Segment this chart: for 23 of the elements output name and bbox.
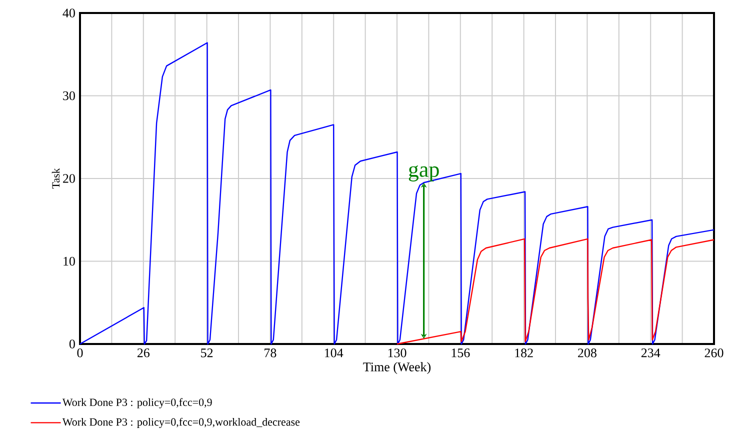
line-series (396, 238, 715, 345)
x-tick-label: 208 (578, 348, 596, 358)
y-tick-label: 10 (64, 256, 75, 266)
y-tick-label: 30 (63, 91, 75, 100)
x-tick-label: 0 (77, 348, 83, 358)
x-tick-label: 234 (641, 348, 660, 358)
y-tick-label: 0 (69, 340, 75, 348)
legend-label: Work Done P3 : policy=0,fcc=0,9 (62, 398, 212, 408)
x-axis-title: Time (Week) (363, 362, 431, 374)
x-tick-label: 52 (201, 348, 213, 358)
x-tick-label: 78 (264, 348, 276, 358)
y-tick-label: 40 (62, 8, 75, 18)
annotation: gap (408, 165, 439, 182)
x-tick-label: 260 (704, 348, 724, 358)
x-tick-label: 130 (388, 348, 406, 358)
x-tick-label: 104 (324, 348, 344, 358)
line-series (79, 42, 715, 345)
y-tick-label: 20 (63, 174, 75, 183)
x-tick-label: 26 (137, 348, 150, 358)
x-tick-label: 182 (515, 348, 533, 358)
legend-label: Work Done P3 : policy=0,fcc=0,9,workload_decrease (62, 418, 300, 428)
x-tick-label: 156 (452, 348, 470, 358)
y-axis-title: Task (52, 168, 60, 189)
